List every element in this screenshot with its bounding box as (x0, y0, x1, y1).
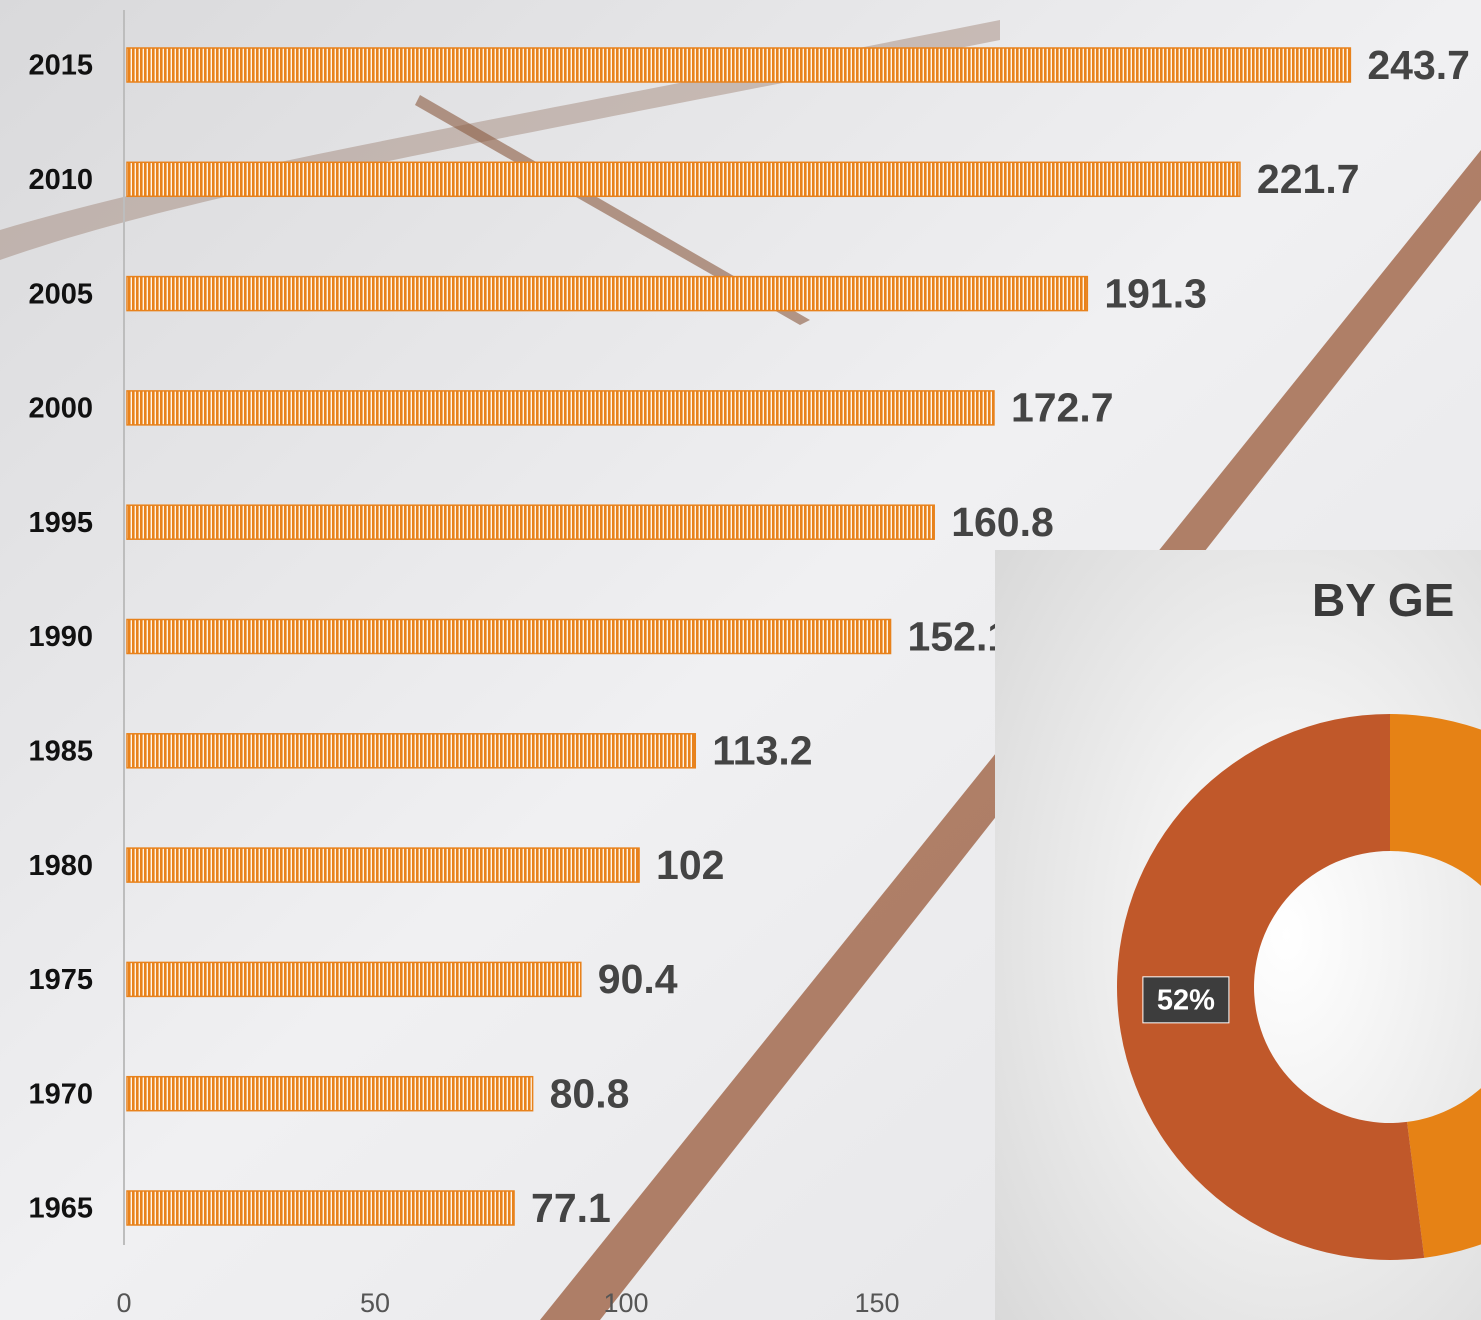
y-tick-label: 2015 (28, 50, 93, 82)
bar (126, 504, 935, 540)
bar (126, 618, 892, 655)
data-label: 152.1 (908, 613, 1011, 659)
donut-title: BY GE (1312, 574, 1454, 626)
bar (126, 275, 1089, 312)
y-tick-label: 2005 (28, 278, 93, 310)
x-tick-label: 0 (116, 1288, 131, 1318)
bar (126, 961, 582, 998)
y-tick-label: 1965 (28, 1193, 93, 1225)
y-tick-label: 1980 (28, 850, 93, 882)
branch (415, 95, 810, 325)
bar (126, 733, 697, 769)
data-label: 80.8 (550, 1071, 630, 1117)
y-tick-label: 1990 (28, 621, 93, 653)
data-label: 90.4 (598, 956, 678, 1002)
data-label: 243.7 (1367, 42, 1470, 88)
donut-segment (1116, 714, 1425, 1260)
data-label-box (1142, 976, 1230, 1024)
bar (126, 47, 1352, 83)
data-label: 191.3 (1104, 270, 1207, 316)
y-tick-label: 1975 (28, 964, 93, 996)
bar (126, 390, 995, 426)
donut-segment (1390, 714, 1481, 1258)
data-label: 77.1 (531, 1185, 611, 1231)
bar (126, 1075, 534, 1112)
data-label: 113.2 (712, 728, 812, 774)
y-tick-label: 1985 (28, 735, 93, 767)
x-tick-label: 50 (360, 1288, 390, 1318)
y-tick-label: 2000 (28, 393, 93, 425)
x-tick-label: 150 (854, 1288, 899, 1318)
x-tick-label: 100 (603, 1288, 648, 1318)
data-label: 102 (656, 842, 724, 888)
y-tick-label: 2010 (28, 164, 93, 196)
data-label: 172.7 (1011, 385, 1114, 431)
data-label: 160.8 (951, 499, 1054, 545)
y-tick-label: 1995 (28, 507, 93, 539)
y-tick-label: 1970 (28, 1078, 93, 1110)
bar (126, 847, 640, 883)
bar (126, 161, 1241, 198)
data-label: 52% (1157, 984, 1215, 1016)
data-label: 221.7 (1257, 156, 1360, 202)
bar (126, 1190, 515, 1226)
